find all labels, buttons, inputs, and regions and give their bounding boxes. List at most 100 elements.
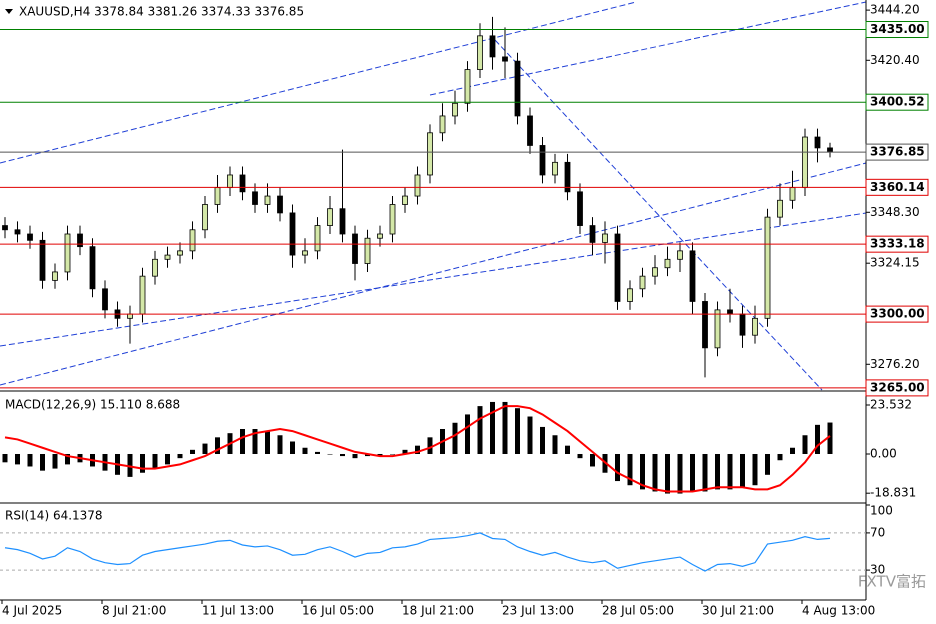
y-tick-label: 100 [870,504,893,518]
level-label: 3360.14 [870,180,925,194]
candle-body [614,233,621,302]
trend-line [494,39,823,391]
histogram-bar [402,449,408,454]
histogram-bar [652,453,658,492]
candle-body [352,233,358,264]
candle-body [489,35,496,58]
level-label-box [865,305,929,323]
candle-body [2,225,8,231]
histogram-bar [415,445,420,454]
menu-arrow[interactable] [5,9,13,14]
x-tick-label: 28 Jul 05:00 [602,604,674,618]
candle-body [377,233,383,239]
histogram-bar [252,429,258,454]
histogram-bar [540,426,545,454]
candle-body [14,229,21,235]
histogram-bar [240,429,245,454]
rsi-line [4,532,831,572]
candle-body [89,246,96,290]
candle-body [177,250,183,256]
candle-body [414,174,421,197]
candle-body [802,136,808,189]
histogram-bar [477,406,483,454]
watermark: FXTV富拓 [858,573,926,591]
histogram-bar [790,447,795,454]
candle-body [189,229,196,252]
level-label: 3265.00 [870,380,925,394]
candle-body [52,271,58,281]
level-label: 3300.00 [870,307,925,321]
candle-body [164,254,171,260]
histogram-bar [677,453,683,494]
y-tick-label: 3444.20 [870,3,920,17]
x-tick-label: 16 Jul 05:00 [302,604,374,618]
histogram-bar [290,441,295,454]
candle-body [277,195,283,214]
y-tick-label: 3276.20 [870,357,920,371]
histogram-bar [127,453,133,477]
histogram-bar [690,453,695,492]
histogram-bar [277,435,283,454]
candle-body [814,136,821,149]
histogram-bar [577,453,583,459]
candle-body [777,199,783,218]
candle-body [402,195,408,205]
x-tick-label: 4 Jul 2025 [2,604,62,618]
level-label-box [865,21,929,39]
histogram-bar [390,453,395,455]
candle-body [689,250,696,302]
histogram-bar [715,453,720,490]
histogram-bar [515,408,520,454]
histogram-bar [740,453,745,488]
histogram-bar [490,401,495,454]
histogram-bar [565,445,570,454]
candle-body [264,195,271,205]
histogram-bar [552,435,558,454]
candle-body [789,187,796,201]
histogram-bar [802,435,808,454]
histogram-bar [502,401,508,454]
y-tick-label: 3420.40 [870,53,920,67]
histogram-bar [777,453,783,461]
candle-body [152,258,158,277]
candle-body [427,132,433,176]
x-tick-label: 4 Aug 13:00 [802,604,875,618]
candle-body [727,309,733,315]
y-tick-label: 23.532 [870,398,912,412]
x-tick-label: 23 Jul 13:00 [502,604,574,618]
histogram-bar [202,443,208,454]
histogram-bar [65,453,70,465]
candle-body [452,102,458,117]
signal-line [4,405,831,493]
level-label-box [865,178,929,196]
candle-body [827,147,833,153]
y-tick-label: 70 [870,525,885,539]
candle-body [502,56,508,62]
candle-body [339,208,346,235]
candle-body [327,208,333,226]
histogram-bar [152,453,158,469]
level-label-box [865,93,929,111]
candle-body [652,267,658,277]
candle-body [477,35,483,70]
candle-body [127,313,133,319]
y-tick-label: -18.831 [870,486,916,500]
x-tick-label: 18 Jul 21:00 [402,604,474,618]
candle-body [202,204,208,231]
candle-body [702,301,708,349]
histogram-bar [190,449,195,454]
candle-body [227,174,233,189]
candle-body [252,191,258,205]
histogram-bar [452,422,458,454]
level-label: 3376.85 [870,145,925,159]
y-tick-label: 30 [870,563,885,577]
histogram-bar [527,416,533,454]
x-tick-label: 11 Jul 13:00 [202,604,274,618]
candle-body [577,191,583,226]
candle-body [139,275,146,315]
trend-line [0,162,867,386]
histogram-bar [702,453,708,492]
histogram-bar [427,437,433,454]
candle-body [64,233,71,273]
